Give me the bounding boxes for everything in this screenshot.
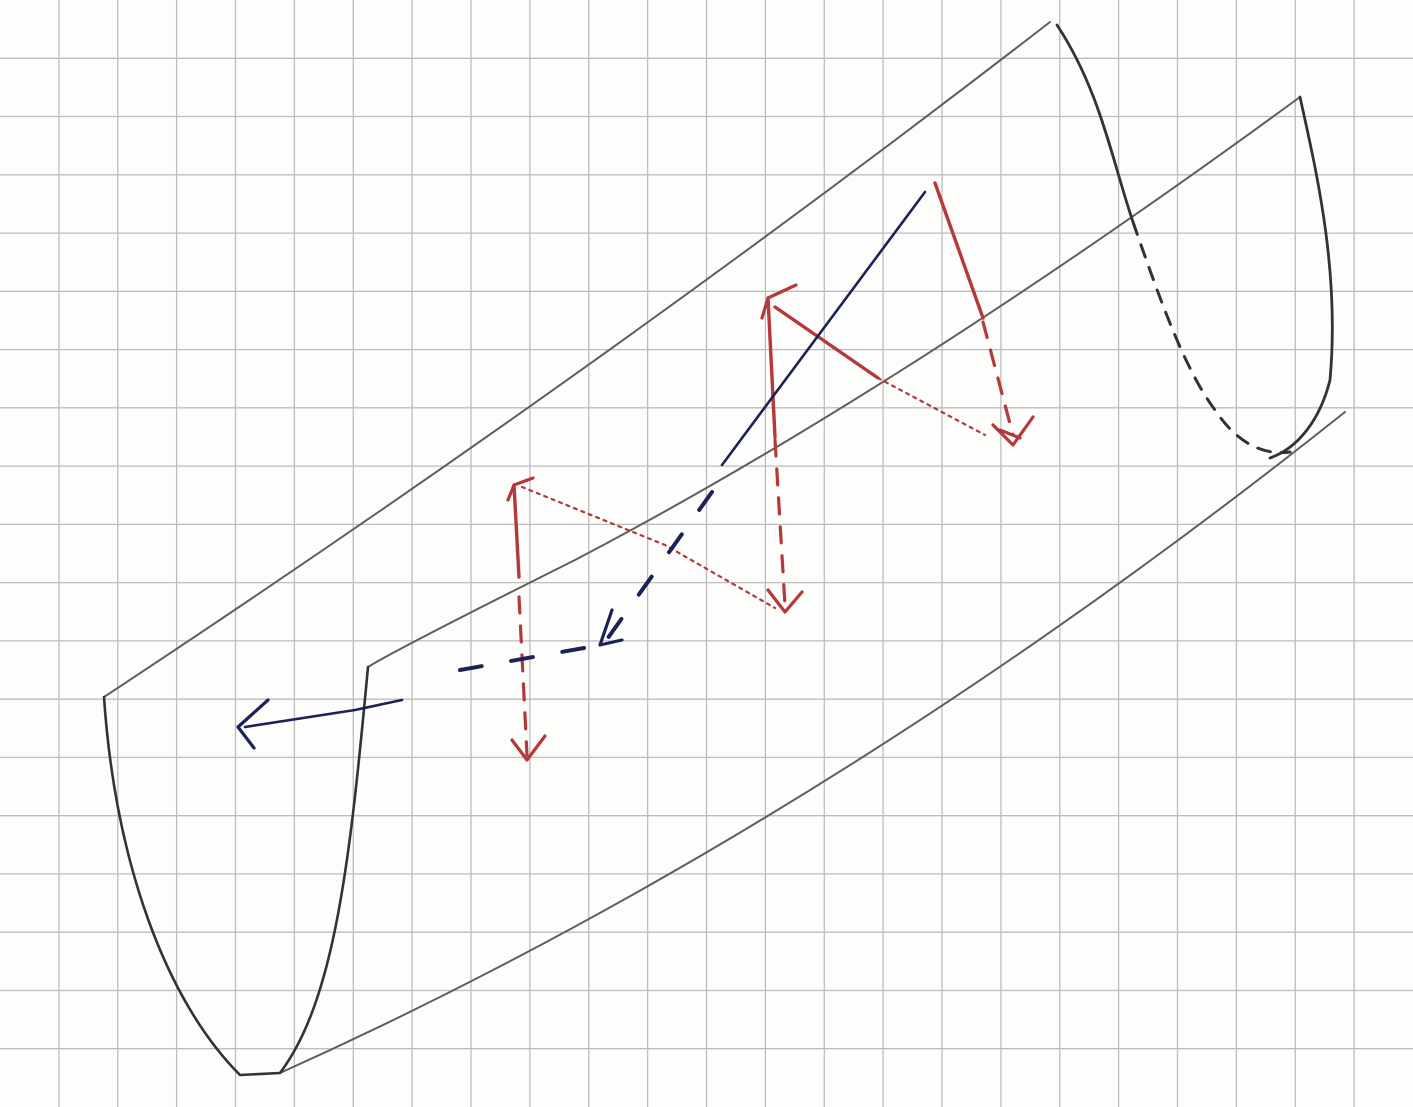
blue-ray-incoming xyxy=(720,190,927,467)
trough-front-top-edge xyxy=(367,96,1301,668)
blue-arrowhead-mid xyxy=(598,608,624,647)
trough-right-end-near-curve xyxy=(1268,95,1334,460)
blue-ray-dashed-horizontal xyxy=(458,646,586,672)
red-vector-middle-upright xyxy=(766,296,777,439)
red-vector-right-slope xyxy=(933,181,985,320)
trough-left-end-curve xyxy=(102,665,370,1077)
red-arrowhead-middle-down xyxy=(766,588,804,614)
blue-arrowhead-exit xyxy=(236,698,270,750)
red-dashed-right-down xyxy=(981,320,1015,437)
trough-outline xyxy=(102,21,1346,1077)
red-dotted-left-diagonal xyxy=(520,485,777,610)
trough-back-top-edge xyxy=(103,21,1051,698)
red-dashed-middle-down xyxy=(773,438,787,607)
red-arrowhead-left-up xyxy=(506,476,535,502)
red-vectors xyxy=(506,181,1035,762)
red-arrowhead-middle-up xyxy=(760,283,798,320)
trough-right-end-far-curve xyxy=(1055,23,1135,224)
red-dashed-left-down xyxy=(517,595,529,757)
blue-ray-exit xyxy=(243,698,404,729)
trough-right-end-hidden-curve xyxy=(1131,220,1292,455)
red-dotted-middle-diagonal xyxy=(876,376,987,437)
red-arrowhead-left-down xyxy=(510,734,547,762)
red-vector-left-upright xyxy=(512,483,521,579)
red-vector-middle-diagonal xyxy=(773,305,880,380)
red-arrowhead-right xyxy=(991,415,1035,447)
blue-ray xyxy=(236,190,927,750)
trough-bottom-edge xyxy=(279,411,1346,1074)
